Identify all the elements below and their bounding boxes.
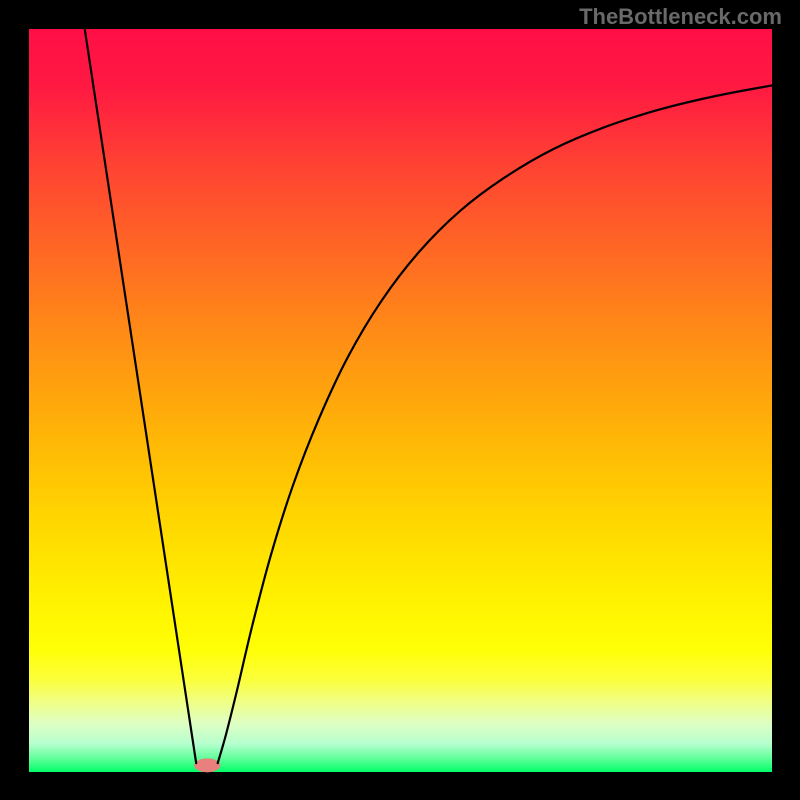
optimal-marker: [194, 758, 220, 772]
watermark-label: TheBottleneck.com: [579, 4, 782, 30]
chart-container: TheBottleneck.com: [0, 0, 800, 800]
bottleneck-chart: [0, 0, 800, 800]
